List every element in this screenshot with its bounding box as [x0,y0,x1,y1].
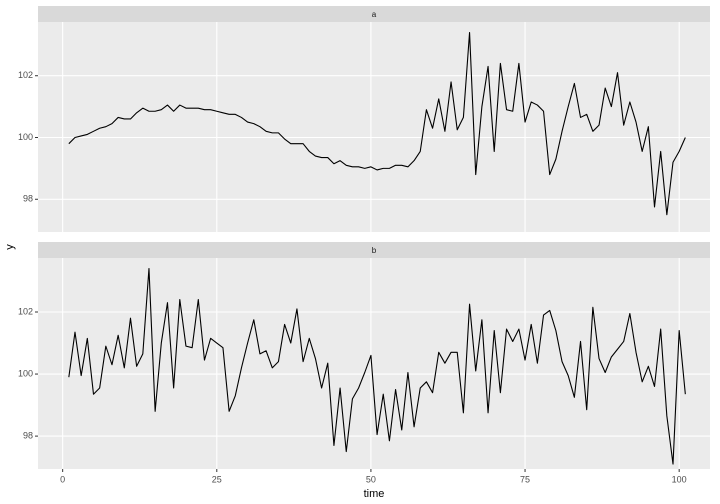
line [68,31,686,216]
y-tick-label: 102 [18,70,33,80]
y-tick-label: 100 [18,132,33,142]
y-axis-title: y [4,244,16,250]
panel [38,22,710,232]
y-tick-label: 98 [23,194,33,204]
x-tick-label: 75 [520,474,530,484]
x-tick-label: 50 [366,474,376,484]
y-tick-label: 102 [18,306,33,316]
x-axis-title: time [364,488,385,500]
x-tick-label: 0 [60,474,65,484]
x-tick-label: 25 [212,474,222,484]
x-tick-label: 100 [672,474,687,484]
y-tick-label: 98 [23,430,33,440]
line [68,268,686,465]
strip [38,6,710,22]
strip-label: b [372,246,377,255]
y-tick-label: 100 [18,368,33,378]
strip-label: a [372,10,377,19]
strip [38,242,710,258]
